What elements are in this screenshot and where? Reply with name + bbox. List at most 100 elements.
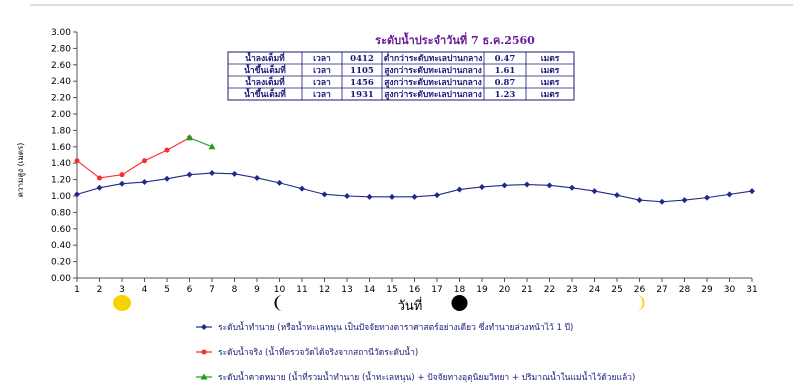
x-tick-label: 16 — [409, 285, 421, 295]
y-tick-label: 2.40 — [51, 77, 71, 87]
tide-table-cell: น้ำขึ้นเต็มที่ — [244, 63, 286, 76]
x-tick-label: 21 — [521, 285, 532, 295]
y-tick-label: 1.60 — [51, 143, 71, 153]
x-tick-label: 9 — [254, 285, 260, 295]
tide-table-cell: สูงกว่าระดับทะเลปานกลาง — [384, 89, 482, 100]
tide-table-cell: ต่ำกว่าระดับทะเลปานกลาง — [384, 51, 483, 64]
x-axis-label: วันที่ — [398, 297, 423, 314]
chart-title: ระดับน้ำประจำวันที่ 7 ธ.ค.2560 — [375, 32, 535, 47]
tide-table-cell: เวลา — [313, 78, 331, 88]
y-tick-label: 2.80 — [51, 44, 71, 54]
y-tick-label: 0.80 — [51, 208, 71, 218]
data-point — [614, 192, 620, 199]
x-tick-label: 3 — [119, 285, 125, 295]
x-tick-label: 17 — [431, 285, 442, 295]
full-moon-icon — [113, 295, 131, 311]
data-point — [636, 197, 643, 204]
data-point — [231, 170, 238, 177]
x-tick-label: 13 — [341, 285, 352, 295]
legend-marker — [200, 373, 208, 380]
y-tick-label: 2.60 — [51, 61, 71, 71]
data-point — [164, 175, 170, 182]
x-tick-label: 12 — [319, 285, 330, 295]
x-tick-label: 6 — [187, 285, 193, 295]
tide-table-cell: เมตร — [541, 78, 560, 88]
y-axis-label: ความสูง (เมตร) — [16, 143, 26, 198]
x-tick-label: 14 — [364, 285, 376, 295]
tide-table-cell: 1931 — [350, 90, 374, 100]
x-tick-label: 24 — [589, 285, 601, 295]
tide-table-cell: น้ำขึ้นเต็มที่ — [244, 87, 286, 100]
data-point — [209, 170, 215, 177]
series-line-2 — [76, 137, 190, 179]
tide-table-cell: น้ำลงเต็มที่ — [245, 75, 285, 88]
y-tick-label: 1.40 — [51, 159, 71, 169]
x-tick-label: 4 — [142, 285, 148, 295]
x-tick-label: 11 — [296, 285, 307, 295]
y-tick-label: 0.00 — [51, 274, 71, 284]
data-point — [119, 180, 125, 187]
data-point — [726, 191, 733, 198]
y-tick-label: 1.80 — [51, 126, 71, 136]
y-tick-label: 0.40 — [51, 241, 71, 251]
x-tick-label: 23 — [566, 285, 577, 295]
data-point — [569, 184, 575, 191]
tide-table-cell: 0.47 — [495, 54, 516, 64]
tide-table-cell: เวลา — [313, 90, 331, 100]
x-tick-label: 1 — [74, 285, 80, 295]
x-tick-label: 2 — [97, 285, 103, 295]
data-point — [749, 188, 755, 195]
tide-table-cell: 1456 — [350, 78, 374, 88]
series-group — [74, 134, 755, 205]
data-point — [434, 192, 440, 199]
data-point — [96, 184, 103, 191]
x-tick-label: 25 — [611, 285, 622, 295]
data-point — [141, 179, 148, 186]
x-tick-label: 20 — [499, 285, 511, 295]
x-tick-label: 22 — [544, 285, 555, 295]
tide-table-cell: สูงกว่าระดับทะเลปานกลาง — [384, 77, 482, 88]
data-point — [276, 179, 283, 186]
y-tick-label: 0.60 — [51, 225, 71, 235]
y-tick-label: 2.00 — [51, 110, 71, 120]
x-tick-label: 27 — [656, 285, 667, 295]
y-tick-label: 3.00 — [51, 28, 71, 38]
tide-table-cell: เมตร — [541, 90, 560, 100]
data-point — [186, 171, 193, 178]
tide-table-cell: เวลา — [313, 54, 331, 64]
tide-table-cell: 0.87 — [495, 78, 516, 88]
x-tick-label: 30 — [724, 285, 736, 295]
legend-marker — [201, 324, 207, 330]
tide-table-cell: น้ำลงเต็มที่ — [245, 51, 285, 64]
y-tick-label: 1.00 — [51, 192, 71, 202]
tide-table-cell: เมตร — [541, 66, 560, 76]
data-point — [208, 143, 216, 150]
x-tick-label: 8 — [232, 285, 238, 295]
tide-table-cell: 1.61 — [495, 66, 516, 76]
data-point — [186, 134, 193, 141]
legend-label-3: ระดับน้ำคาดหมาย (น้ำที่รวมน้ำทำนาย (น้ำท… — [218, 371, 635, 383]
legend-label-2: ระดับน้ำจริง (น้ำที่ตรวจวัดได้จริงจากสถา… — [218, 346, 418, 358]
data-point — [254, 174, 260, 181]
data-point — [501, 182, 508, 189]
data-point — [97, 175, 102, 181]
x-tick-label: 10 — [274, 285, 286, 295]
tide-table-cell: 1.23 — [495, 90, 516, 100]
data-point — [659, 198, 665, 205]
data-point — [681, 197, 688, 204]
data-point — [591, 188, 598, 195]
tide-table-cell: เวลา — [313, 66, 331, 76]
x-tick-label: 5 — [164, 285, 170, 295]
x-tick-label: 15 — [386, 285, 397, 295]
new-moon-icon — [451, 295, 468, 311]
data-point — [119, 172, 125, 178]
x-tick-label: 29 — [701, 285, 713, 295]
x-tick-label: 28 — [679, 285, 691, 295]
y-tick-label: 1.20 — [51, 176, 71, 186]
data-point — [704, 194, 710, 201]
data-point — [456, 186, 463, 193]
data-point — [389, 193, 395, 200]
data-point — [74, 158, 80, 164]
last-quarter-moon-icon — [274, 295, 283, 311]
